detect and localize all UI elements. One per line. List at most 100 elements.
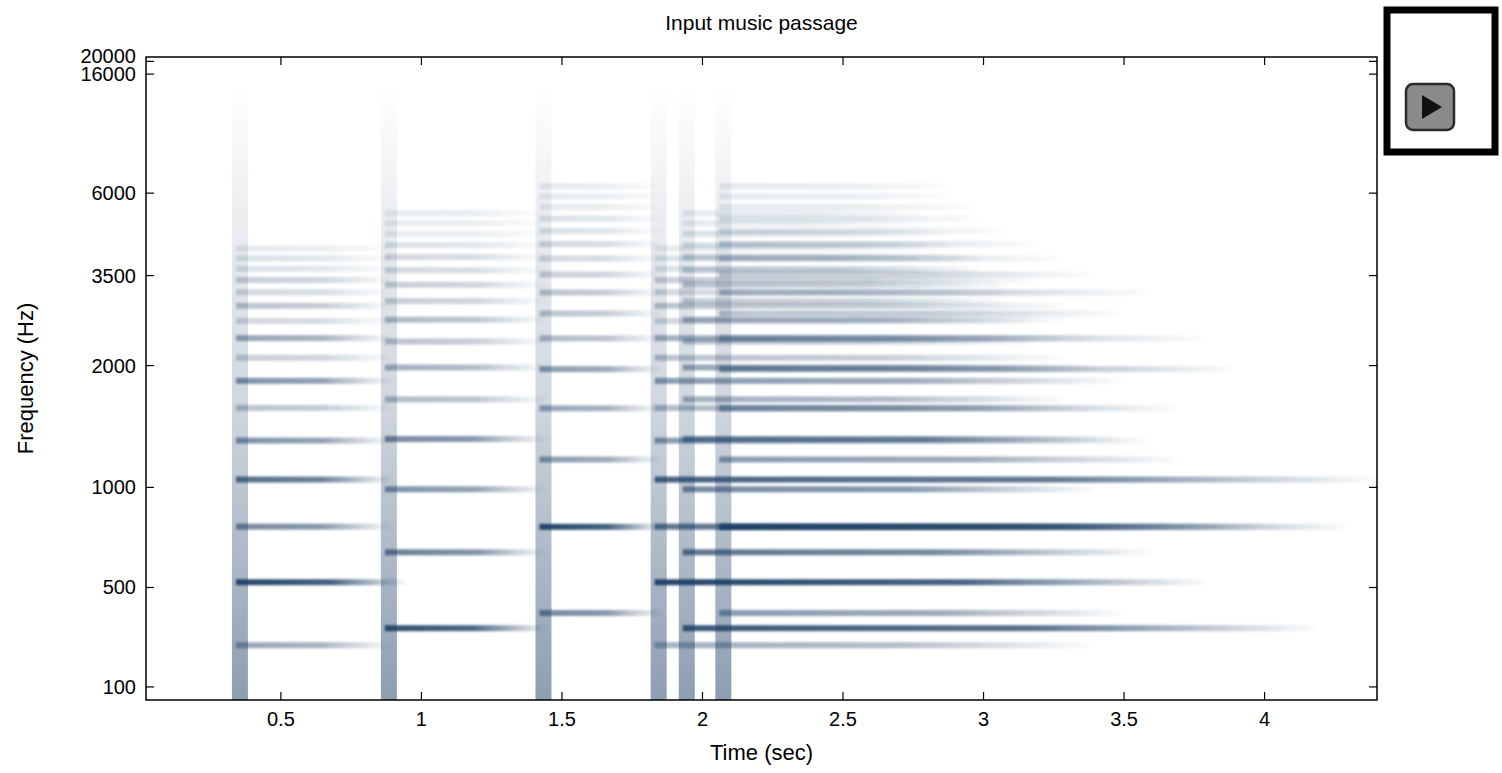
partial xyxy=(385,282,548,288)
chart: 0.511.522.533.54100500100020003500600016… xyxy=(0,0,1502,773)
partial xyxy=(385,486,548,492)
x-tick-label: 3.5 xyxy=(1110,708,1138,730)
onset-smear xyxy=(232,84,248,700)
partial xyxy=(539,524,663,530)
partial xyxy=(539,610,663,616)
y-tick xyxy=(1369,74,1377,75)
partial xyxy=(719,256,1068,262)
partial xyxy=(236,642,393,648)
partial xyxy=(539,256,663,262)
y-tick xyxy=(1369,61,1377,62)
x-tick xyxy=(1123,57,1124,65)
partial xyxy=(539,405,663,411)
y-tick xyxy=(146,61,154,62)
y-tick xyxy=(146,193,154,194)
y-tick xyxy=(146,74,154,75)
partial xyxy=(539,183,663,189)
partial xyxy=(683,210,928,216)
partial xyxy=(385,220,548,226)
x-tick xyxy=(421,57,422,65)
partial xyxy=(719,216,983,222)
x-tick-label: 0.5 xyxy=(267,708,295,730)
partial xyxy=(236,318,393,324)
x-tick xyxy=(702,57,703,65)
onset-smear xyxy=(381,84,397,700)
x-tick xyxy=(421,692,422,700)
x-tick-label: 4 xyxy=(1259,708,1270,730)
partial xyxy=(385,625,548,631)
y-tick xyxy=(1369,587,1377,588)
partial xyxy=(655,378,1124,384)
partial xyxy=(655,355,1068,361)
plot-frame xyxy=(146,57,1377,700)
partial xyxy=(655,477,1377,483)
partial xyxy=(539,272,663,278)
plot-background xyxy=(146,57,1377,700)
partial xyxy=(683,486,1096,492)
onset-smear xyxy=(679,84,695,700)
partial xyxy=(385,298,548,304)
y-axis-title: Frequency (Hz) xyxy=(13,303,38,455)
partial xyxy=(385,254,548,260)
partial xyxy=(719,183,955,189)
x-tick-label: 1.5 xyxy=(548,708,576,730)
play-icon xyxy=(1422,95,1442,119)
partial xyxy=(719,241,1039,247)
partial xyxy=(539,366,663,372)
partial xyxy=(236,255,393,261)
partial xyxy=(236,378,393,384)
partial xyxy=(683,282,1012,288)
partial xyxy=(385,242,548,248)
partial xyxy=(719,335,1208,341)
partial xyxy=(236,277,393,283)
chart-title: Input music passage xyxy=(665,11,858,34)
partial xyxy=(539,335,663,341)
partial xyxy=(236,246,393,252)
partial xyxy=(539,457,663,463)
partial xyxy=(236,266,393,272)
play-button[interactable] xyxy=(1406,84,1454,130)
partial xyxy=(236,405,393,411)
partial xyxy=(719,610,1124,616)
partial xyxy=(236,289,393,295)
x-tick xyxy=(280,692,281,700)
partial xyxy=(385,231,548,237)
partial xyxy=(539,310,663,316)
partial xyxy=(236,355,393,361)
y-tick-label: 100 xyxy=(103,676,136,698)
partial xyxy=(719,290,1152,296)
x-tick-label: 2.5 xyxy=(829,708,857,730)
partial xyxy=(539,204,663,210)
partial xyxy=(683,317,1068,323)
partial xyxy=(385,396,548,402)
partial xyxy=(236,438,393,444)
partial xyxy=(539,290,663,296)
partial xyxy=(719,228,1011,234)
y-tick-label: 20000 xyxy=(80,45,136,67)
x-tick xyxy=(842,57,843,65)
x-tick xyxy=(983,57,984,65)
y-tick-label: 1000 xyxy=(92,476,137,498)
partial xyxy=(236,303,393,309)
partial xyxy=(683,436,1124,442)
spectrogram-marks xyxy=(232,84,1377,700)
x-tick xyxy=(1123,692,1124,700)
partial xyxy=(683,625,1321,631)
onset-smear xyxy=(715,84,731,700)
partial xyxy=(539,241,663,247)
partial xyxy=(539,216,663,222)
y-tick xyxy=(146,365,154,366)
y-tick xyxy=(146,275,154,276)
partial xyxy=(719,193,955,199)
y-tick xyxy=(146,686,154,687)
y-tick xyxy=(1369,487,1377,488)
partial xyxy=(236,335,393,341)
partial xyxy=(655,642,1096,648)
partial xyxy=(385,549,548,555)
partial xyxy=(719,204,983,210)
y-tick-label: 500 xyxy=(103,576,136,598)
y-tick-label: 2000 xyxy=(92,355,137,377)
partial xyxy=(683,396,1068,402)
y-tick xyxy=(1369,686,1377,687)
partial xyxy=(385,317,548,323)
